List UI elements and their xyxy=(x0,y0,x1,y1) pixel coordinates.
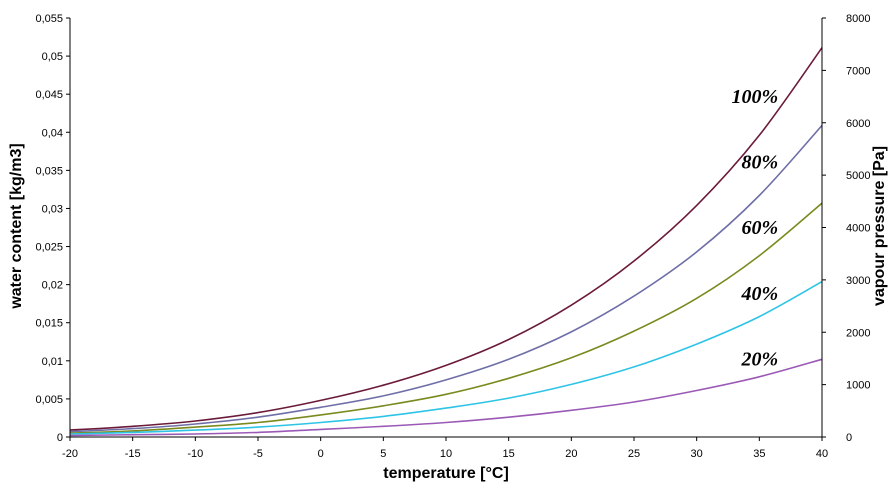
y-tick-label: 0,005 xyxy=(35,394,63,406)
x-tick-label: -5 xyxy=(253,448,263,460)
x-tick-label: 5 xyxy=(380,448,386,460)
series-line-3 xyxy=(69,280,823,435)
x-tick-label: 40 xyxy=(816,448,828,460)
y2-tick-label: 0 xyxy=(846,432,852,444)
x-tick-label: 35 xyxy=(753,448,765,460)
x-tick-label: 15 xyxy=(503,448,515,460)
y-tick-label: 0,05 xyxy=(42,51,63,63)
y2-tick-label: 8000 xyxy=(846,13,870,25)
series-line-0 xyxy=(69,47,823,431)
y-tick-label: 0,025 xyxy=(35,242,63,254)
curve-label: 20% xyxy=(740,349,778,371)
curve-label: 40% xyxy=(740,283,778,305)
y2-tick-label: 5000 xyxy=(846,170,870,182)
y-tick-label: 0,015 xyxy=(35,318,63,330)
series-line-2 xyxy=(69,202,823,434)
x-tick-label: -10 xyxy=(187,448,203,460)
series-line-1 xyxy=(69,124,823,433)
y-tick-label: 0,035 xyxy=(35,165,63,177)
y2-tick-label: 6000 xyxy=(846,118,870,130)
y-tick-label: 0,04 xyxy=(42,127,63,139)
y-tick-label: 0,055 xyxy=(35,13,63,25)
y2-tick-label: 7000 xyxy=(846,65,870,77)
y2-tick-label: 4000 xyxy=(846,223,870,235)
y-tick-label: 0,02 xyxy=(42,280,63,292)
y-tick-label: 0,01 xyxy=(42,356,63,368)
y-tick-label: 0 xyxy=(57,432,63,444)
y2-axis-title: vapour pressure [Pa] xyxy=(871,146,888,306)
y2-tick-label: 3000 xyxy=(846,275,870,287)
curve-label: 60% xyxy=(741,217,778,239)
x-tick-label: 10 xyxy=(440,448,452,460)
curve-label: 100% xyxy=(731,86,778,108)
series-line-4 xyxy=(69,358,823,437)
y2-tick-label: 1000 xyxy=(846,380,870,392)
y-tick-label: 0,045 xyxy=(35,89,63,101)
x-axis-title: temperature [°C] xyxy=(383,465,509,482)
x-tick-label: 30 xyxy=(691,448,703,460)
y-axis-title: water content [kg/m3] xyxy=(8,143,25,309)
x-tick-label: -20 xyxy=(62,448,78,460)
curve-label: 80% xyxy=(741,151,778,173)
x-tick-label: 20 xyxy=(565,448,577,460)
x-tick-label: 0 xyxy=(318,448,324,460)
y-tick-label: 0,03 xyxy=(42,203,63,215)
x-tick-label: -15 xyxy=(125,448,141,460)
y2-tick-label: 2000 xyxy=(846,327,870,339)
x-tick-label: 25 xyxy=(628,448,640,460)
